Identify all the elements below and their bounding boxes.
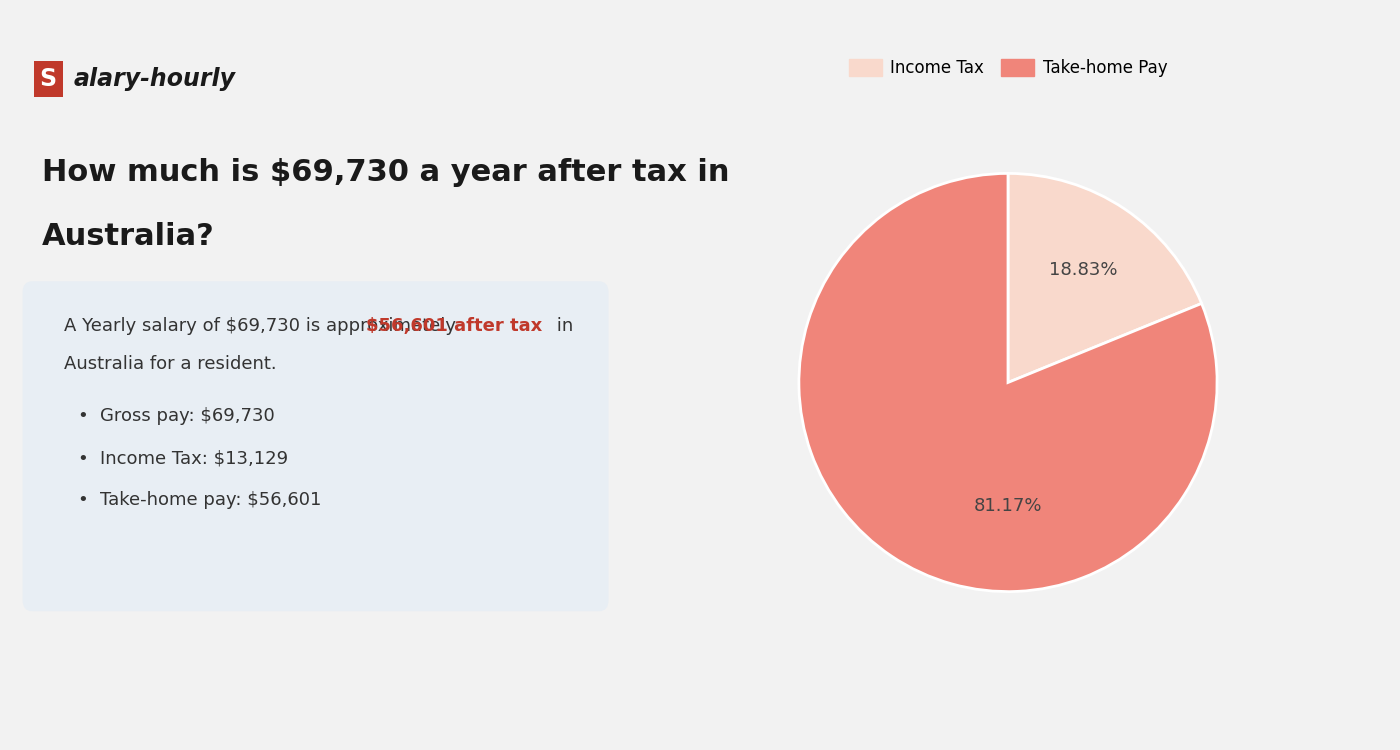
Text: How much is $69,730 a year after tax in: How much is $69,730 a year after tax in bbox=[42, 158, 729, 187]
Text: •: • bbox=[77, 407, 88, 425]
Text: in: in bbox=[550, 317, 573, 335]
Text: Gross pay: $69,730: Gross pay: $69,730 bbox=[99, 407, 274, 425]
Text: $56,601 after tax: $56,601 after tax bbox=[365, 317, 542, 335]
Text: S: S bbox=[39, 67, 57, 91]
Text: 81.17%: 81.17% bbox=[974, 496, 1042, 514]
Text: Australia for a resident.: Australia for a resident. bbox=[64, 355, 277, 373]
Text: Income Tax: $13,129: Income Tax: $13,129 bbox=[99, 450, 288, 468]
Text: 18.83%: 18.83% bbox=[1049, 261, 1117, 279]
Text: alary-hourly: alary-hourly bbox=[74, 67, 237, 91]
Text: Take-home pay: $56,601: Take-home pay: $56,601 bbox=[99, 491, 321, 509]
Wedge shape bbox=[799, 173, 1217, 592]
Text: •: • bbox=[77, 450, 88, 468]
Wedge shape bbox=[1008, 173, 1201, 382]
FancyBboxPatch shape bbox=[22, 281, 609, 611]
Text: •: • bbox=[77, 491, 88, 509]
Text: Australia?: Australia? bbox=[42, 222, 214, 251]
Legend: Income Tax, Take-home Pay: Income Tax, Take-home Pay bbox=[841, 53, 1175, 84]
Text: A Yearly salary of $69,730 is approximately: A Yearly salary of $69,730 is approximat… bbox=[64, 317, 462, 335]
